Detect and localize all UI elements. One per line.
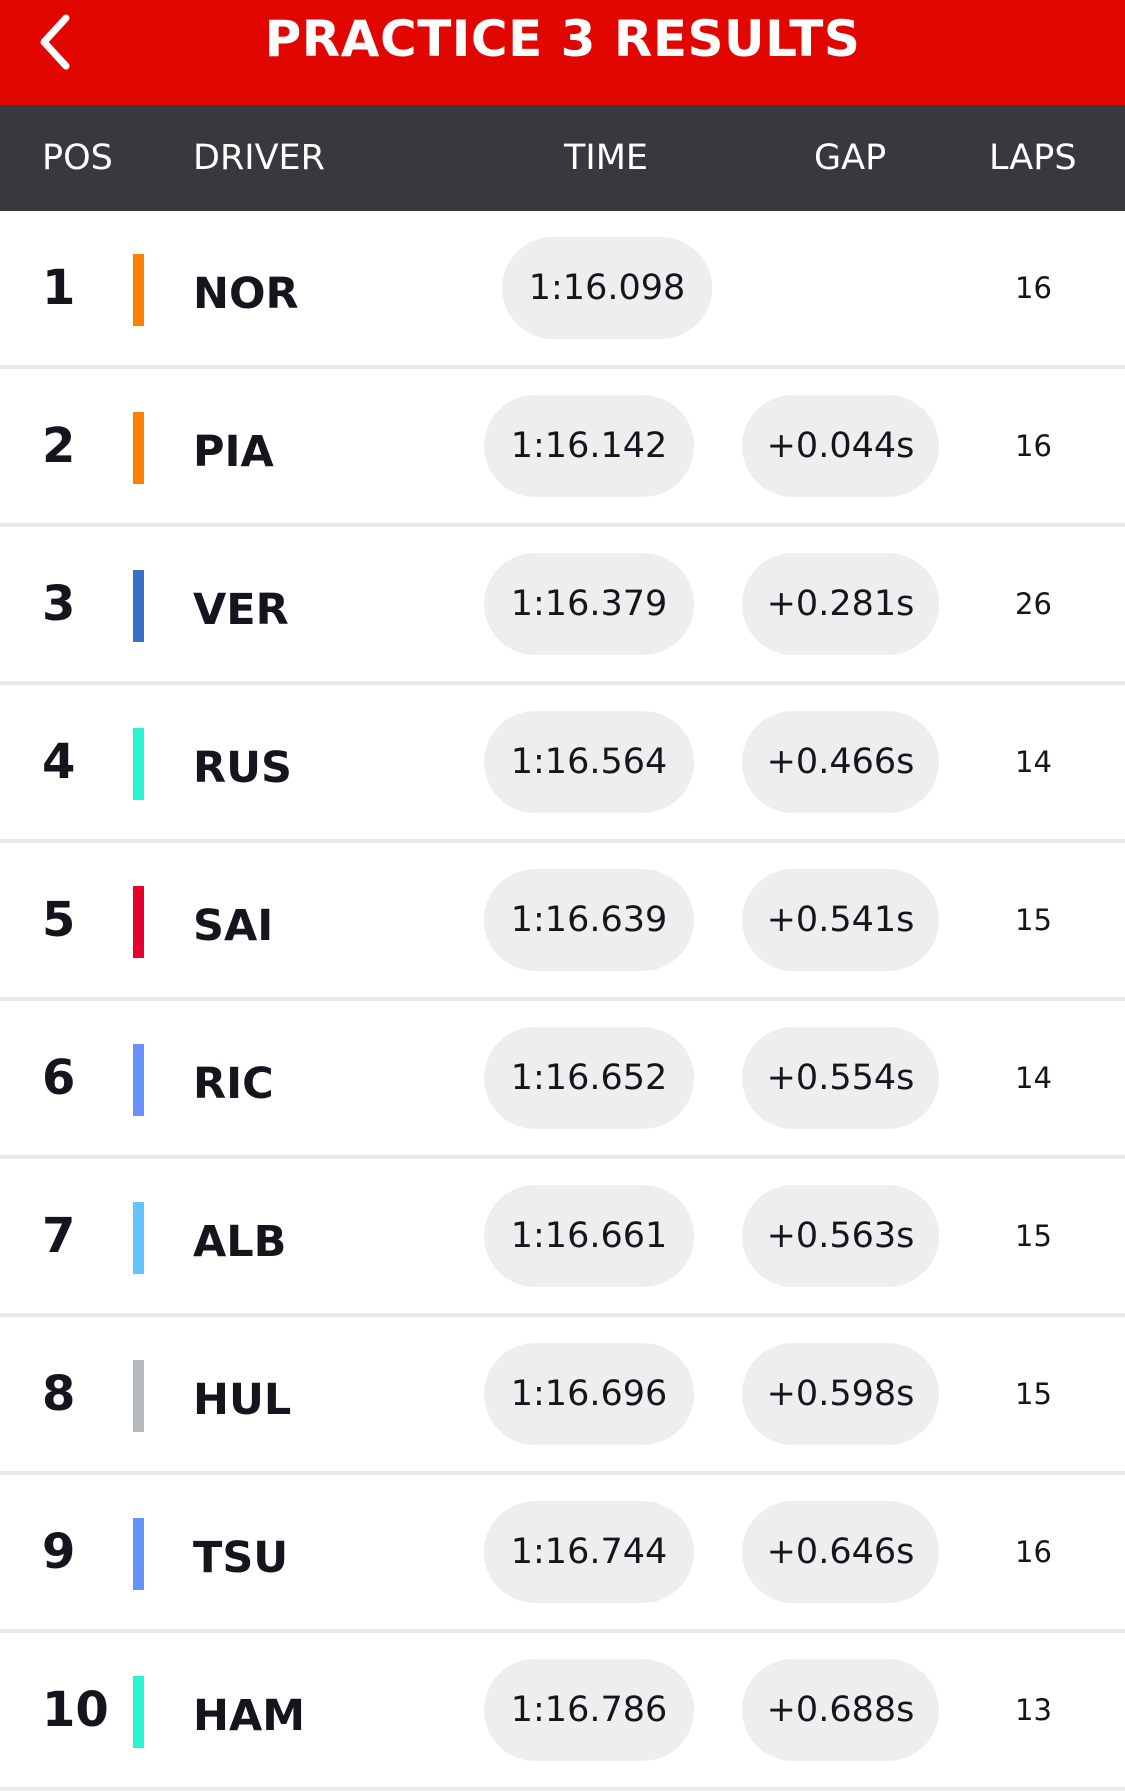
lap-time-pill: 1:16.696: [484, 1343, 694, 1445]
team-color-bar: [133, 1518, 144, 1590]
team-color-bar: [133, 886, 144, 958]
laps-count: 16: [1015, 271, 1052, 305]
team-color-bar: [133, 1044, 144, 1116]
position-number: 4: [42, 734, 76, 790]
gap-pill: +0.563s: [742, 1185, 939, 1287]
laps-count: 16: [1015, 1535, 1052, 1569]
team-color-bar: [133, 570, 144, 642]
team-color-bar: [133, 254, 144, 326]
table-header: POS DRIVER TIME GAP LAPS: [0, 105, 1125, 211]
lap-time-pill: 1:16.661: [484, 1185, 694, 1287]
position-number: 6: [42, 1050, 76, 1106]
column-header-gap: GAP: [814, 138, 887, 178]
table-row[interactable]: 10 HAM 1:16.786 +0.688s 13: [0, 1633, 1125, 1791]
lap-time-pill: 1:16.142: [484, 395, 694, 497]
lap-time-pill: 1:16.639: [484, 869, 694, 971]
column-header-pos: POS: [42, 138, 113, 178]
lap-time-pill: 1:16.652: [484, 1027, 694, 1129]
column-header-laps: LAPS: [989, 138, 1077, 178]
chevron-left-icon: [40, 14, 70, 70]
table-row[interactable]: 4 RUS 1:16.564 +0.466s 14: [0, 685, 1125, 843]
team-color-bar: [133, 1676, 144, 1748]
laps-count: 14: [1015, 1061, 1052, 1095]
table-row[interactable]: 2 PIA 1:16.142 +0.044s 16: [0, 369, 1125, 527]
laps-count: 26: [1015, 587, 1052, 621]
lap-time-pill: 1:16.786: [484, 1659, 694, 1761]
gap-pill: +0.688s: [742, 1659, 939, 1761]
driver-code: SAI: [193, 901, 274, 951]
driver-code: NOR: [193, 269, 299, 319]
top-bar: PRACTICE 3 RESULTS: [0, 0, 1125, 105]
page-title: PRACTICE 3 RESULTS: [264, 10, 861, 68]
position-number: 2: [42, 418, 76, 474]
position-number: 8: [42, 1366, 76, 1422]
laps-count: 15: [1015, 903, 1052, 937]
column-header-driver: DRIVER: [193, 138, 325, 178]
gap-pill: +0.598s: [742, 1343, 939, 1445]
laps-count: 14: [1015, 745, 1052, 779]
team-color-bar: [133, 1202, 144, 1274]
table-row[interactable]: 7 ALB 1:16.661 +0.563s 15: [0, 1159, 1125, 1317]
team-color-bar: [133, 728, 144, 800]
laps-count: 13: [1015, 1693, 1052, 1727]
team-color-bar: [133, 1360, 144, 1432]
driver-code: PIA: [193, 427, 274, 477]
lap-time-pill: 1:16.744: [484, 1501, 694, 1603]
table-row[interactable]: 8 HUL 1:16.696 +0.598s 15: [0, 1317, 1125, 1475]
back-button[interactable]: [18, 6, 90, 78]
column-header-time: TIME: [564, 138, 649, 178]
gap-pill: +0.281s: [742, 553, 939, 655]
table-row[interactable]: 1 NOR 1:16.098 16: [0, 211, 1125, 369]
laps-count: 15: [1015, 1219, 1052, 1253]
driver-code: VER: [193, 585, 289, 635]
gap-pill: +0.554s: [742, 1027, 939, 1129]
lap-time-pill: 1:16.564: [484, 711, 694, 813]
laps-count: 16: [1015, 429, 1052, 463]
table-row[interactable]: 5 SAI 1:16.639 +0.541s 15: [0, 843, 1125, 1001]
position-number: 7: [42, 1208, 76, 1264]
gap-pill: +0.466s: [742, 711, 939, 813]
gap-pill: +0.541s: [742, 869, 939, 971]
laps-count: 15: [1015, 1377, 1052, 1411]
gap-pill: +0.044s: [742, 395, 939, 497]
table-row[interactable]: 3 VER 1:16.379 +0.281s 26: [0, 527, 1125, 685]
team-color-bar: [133, 412, 144, 484]
lap-time-pill: 1:16.098: [502, 237, 712, 339]
gap-pill: +0.646s: [742, 1501, 939, 1603]
table-row[interactable]: 6 RIC 1:16.652 +0.554s 14: [0, 1001, 1125, 1159]
position-number: 5: [42, 892, 76, 948]
lap-time-pill: 1:16.379: [484, 553, 694, 655]
driver-code: TSU: [193, 1533, 289, 1583]
results-list: 1 NOR 1:16.098 16 2 PIA 1:16.142 +0.044s 16 3 VER 1…: [0, 211, 1125, 1791]
position-number: 1: [42, 260, 76, 316]
position-number: 10: [42, 1682, 109, 1738]
driver-code: HUL: [193, 1375, 292, 1425]
position-number: 3: [42, 576, 76, 632]
driver-code: RUS: [193, 743, 292, 793]
position-number: 9: [42, 1524, 76, 1580]
driver-code: HAM: [193, 1691, 306, 1741]
driver-code: ALB: [193, 1217, 287, 1267]
table-row[interactable]: 9 TSU 1:16.744 +0.646s 16: [0, 1475, 1125, 1633]
driver-code: RIC: [193, 1059, 274, 1109]
